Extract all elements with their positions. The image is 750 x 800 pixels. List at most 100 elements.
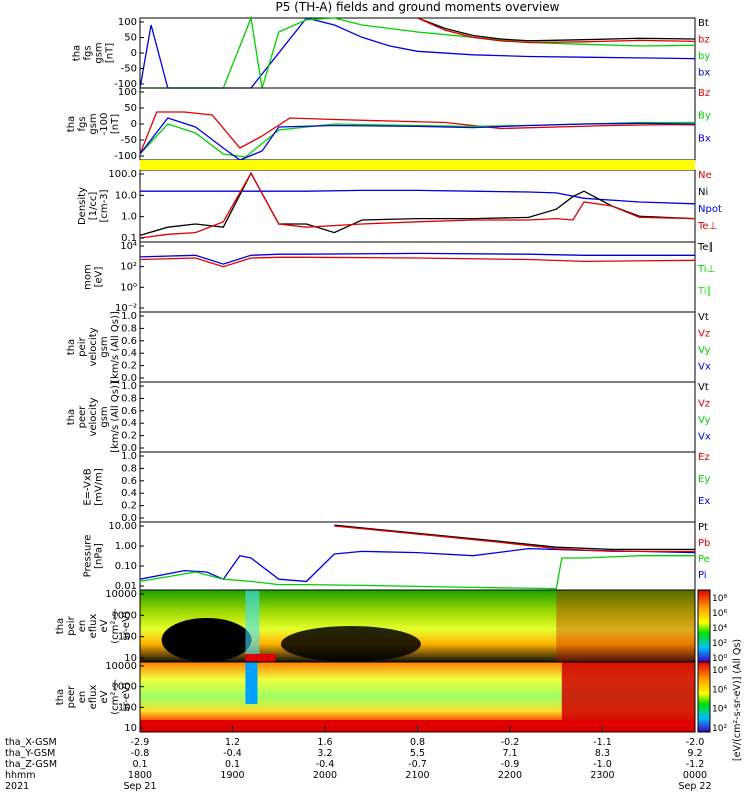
y-tick-label: 50 bbox=[124, 33, 137, 44]
x-axis-value: 2000 bbox=[313, 770, 337, 781]
y-axis-label-line: eflux bbox=[88, 685, 99, 710]
yellow-status-bar bbox=[140, 160, 695, 170]
x-axis-row-label: tha_X-GSM bbox=[5, 737, 57, 748]
colorbar-tick-label: 10⁸ bbox=[712, 666, 727, 676]
legend-entry-Pe: Pe bbox=[698, 554, 710, 565]
x-axis-value: 0.8 bbox=[410, 737, 425, 748]
y-axis-label-line: tha bbox=[55, 689, 66, 705]
series-line-bz bbox=[417, 17, 696, 44]
spectrogram-burst bbox=[245, 654, 276, 662]
colorbar-tick-label: 10⁸ bbox=[712, 594, 727, 604]
series-line-Pt bbox=[334, 524, 695, 551]
y-axis-label-line: tha bbox=[72, 45, 83, 61]
x-axis-value: 1900 bbox=[220, 770, 244, 781]
y-tick-label: 10000 bbox=[105, 661, 137, 672]
y-axis-label-line: E=-VxB bbox=[83, 468, 94, 505]
x-axis-value: -2.0 bbox=[686, 737, 705, 748]
y-axis-label-line: [cm-3] bbox=[99, 189, 110, 222]
legend-entry-Vy: Vy bbox=[698, 345, 711, 356]
y-tick-label: 0.2 bbox=[121, 431, 137, 442]
legend-entry-Bx: Bx bbox=[698, 133, 711, 144]
y-axis-label-line: -100 bbox=[99, 113, 110, 136]
x-axis-value: 2300 bbox=[590, 770, 614, 781]
legend-entry-Vx: Vx bbox=[698, 362, 711, 373]
y-tick-label: 0 bbox=[131, 119, 137, 130]
y-tick-label: 1.00 bbox=[115, 541, 137, 552]
x-axis-value: 3.2 bbox=[317, 748, 332, 759]
chart-title: P5 (TH-A) fields and ground moments over… bbox=[275, 0, 560, 14]
y-tick-label: 1.0 bbox=[121, 381, 137, 392]
x-axis-value: -1.0 bbox=[593, 759, 612, 770]
legend-entry-Vy: Vy bbox=[698, 415, 711, 426]
legend-entry-By: By bbox=[698, 111, 711, 122]
x-axis-value: -0.8 bbox=[131, 748, 150, 759]
y-tick-label: 10.00 bbox=[108, 521, 137, 532]
x-axis-value: Sep 21 bbox=[123, 781, 156, 792]
colorbar-tick-label: 10⁴ bbox=[712, 705, 727, 715]
y-tick-label: 0.2 bbox=[121, 501, 137, 512]
y-axis-label-line: Pressure bbox=[83, 535, 94, 578]
spectrogram-burst bbox=[245, 590, 260, 662]
legend-entry-bz: bz bbox=[698, 35, 710, 46]
x-axis-row-label: tha_Y-GSM bbox=[5, 748, 55, 759]
y-axis-label-line: en bbox=[77, 691, 88, 704]
colorbar-tick-label: 10⁰ bbox=[712, 654, 727, 664]
legend-entry-Ne: Ne bbox=[698, 170, 712, 181]
y-tick-label: 100 bbox=[118, 632, 137, 643]
colorbar-tick-label: 10² bbox=[712, 724, 727, 734]
y-tick-label: 0.1 bbox=[121, 233, 137, 244]
series-line-Bt bbox=[417, 17, 696, 42]
series-line-Pb bbox=[334, 525, 695, 553]
legend-entry-Ez: Ez bbox=[698, 452, 710, 463]
y-axis-label-line: eflux bbox=[88, 614, 99, 639]
y-axis-label-line: fgs bbox=[77, 116, 88, 131]
y-tick-label: 1000 bbox=[112, 682, 137, 693]
spectrogram-void-region bbox=[161, 618, 252, 662]
y-axis-label-line: [1/cc] bbox=[88, 192, 99, 221]
x-axis-value: -1.2 bbox=[686, 759, 705, 770]
y-axis-label-line: tha bbox=[66, 339, 77, 355]
y-tick-label: -100 bbox=[114, 151, 137, 162]
colorbar-tick-label: 10² bbox=[712, 639, 727, 649]
y-axis-label-line: velocity bbox=[88, 397, 99, 436]
x-axis-value: 2100 bbox=[405, 770, 429, 781]
legend-entry-Bt: Bt bbox=[698, 18, 709, 29]
x-axis-value: -0.9 bbox=[501, 759, 520, 770]
y-tick-label: 0.4 bbox=[121, 418, 137, 429]
panel-frame bbox=[139, 381, 696, 453]
legend-entry-Bz: Bz bbox=[698, 88, 710, 99]
panel-frame bbox=[139, 241, 696, 313]
y-tick-label: 10 bbox=[124, 723, 137, 734]
y-axis-label-line: [mV/m] bbox=[94, 468, 105, 506]
legend-entry-Vz: Vz bbox=[698, 399, 710, 410]
y-axis-label-line: [nT] bbox=[110, 114, 121, 134]
y-axis-label-line: mom bbox=[83, 264, 94, 290]
y-axis-label-line: tha bbox=[66, 116, 77, 132]
y-axis-label-line: [nPa] bbox=[94, 543, 105, 569]
y-tick-label: 100 bbox=[118, 87, 137, 98]
x-axis-value: 9.2 bbox=[687, 748, 702, 759]
y-axis-label-line: [km/s (All Qs)] bbox=[110, 381, 121, 453]
panel-frame bbox=[139, 311, 696, 383]
y-axis-label-line: gsm bbox=[99, 336, 110, 357]
x-axis-value: 5.5 bbox=[410, 748, 425, 759]
y-tick-label: 1.0 bbox=[121, 212, 137, 223]
y-axis-label-line: [km/s (All Qs)] bbox=[110, 311, 121, 383]
x-axis-row-label: 2021 bbox=[5, 781, 29, 792]
y-tick-label: 10⁰ bbox=[120, 282, 137, 293]
y-tick-label: 50 bbox=[124, 103, 137, 114]
series-line-Ni bbox=[139, 171, 696, 237]
legend-entry-by: by bbox=[698, 51, 710, 62]
x-axis-value: -0.2 bbox=[501, 737, 520, 748]
y-tick-label: 0.0 bbox=[121, 513, 137, 524]
y-axis-label-line: peer bbox=[77, 405, 88, 429]
y-tick-label: 10.0 bbox=[115, 190, 137, 201]
x-axis-value: Sep 22 bbox=[678, 781, 711, 792]
legend-entry-Vt: Vt bbox=[698, 382, 709, 393]
y-tick-label: 0.8 bbox=[121, 393, 137, 404]
y-tick-label: 1.0 bbox=[121, 311, 137, 322]
y-tick-label: 100 bbox=[118, 17, 137, 28]
y-axis-label-line: eV bbox=[99, 690, 110, 703]
colorbar-title: [eV/(cm²-s-sr-eV)] (All Qs) bbox=[732, 639, 743, 761]
legend-entry-Vx: Vx bbox=[698, 432, 711, 443]
